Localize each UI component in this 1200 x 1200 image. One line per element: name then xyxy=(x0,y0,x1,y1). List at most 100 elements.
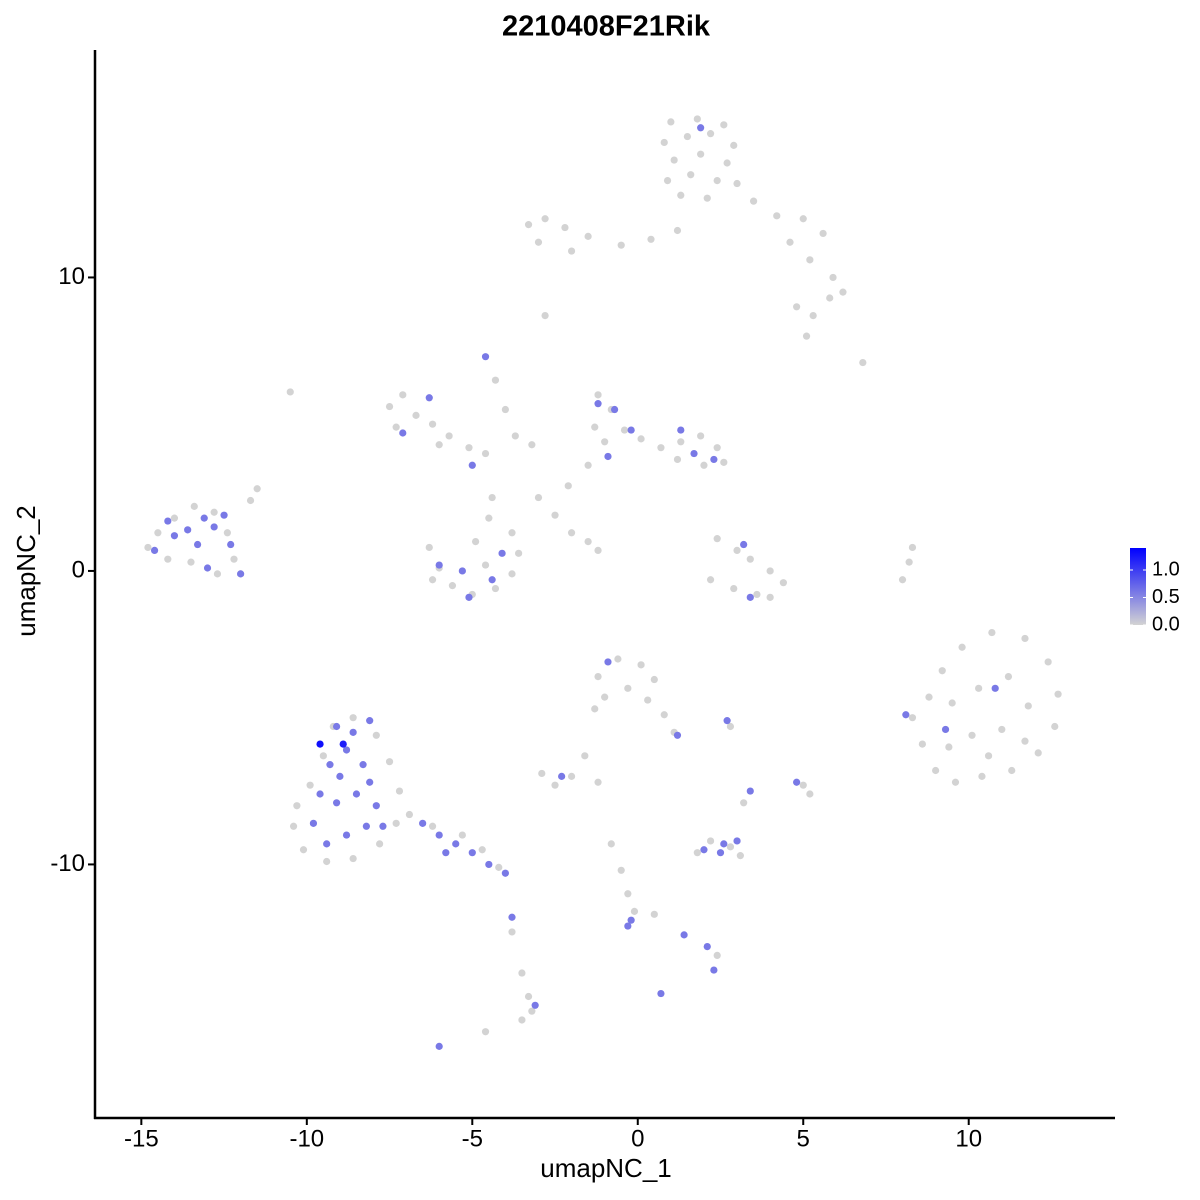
cell-point xyxy=(481,353,490,361)
cell-point xyxy=(495,863,503,871)
cell-point xyxy=(1021,737,1029,745)
cell-point xyxy=(617,241,625,249)
cell-point xyxy=(286,388,294,396)
cell-point xyxy=(567,772,576,780)
cell-point xyxy=(617,866,625,874)
cell-point xyxy=(693,849,701,857)
cell-point xyxy=(898,576,907,584)
cell-point xyxy=(723,159,731,167)
cell-point xyxy=(227,540,235,549)
cell-point xyxy=(779,579,787,587)
cell-point xyxy=(164,517,172,525)
cell-point xyxy=(700,846,708,854)
cell-point xyxy=(677,438,685,446)
cell-point xyxy=(551,781,559,789)
cell-point xyxy=(481,561,490,569)
cell-point xyxy=(385,758,394,766)
cell-point xyxy=(706,576,715,584)
cell-point xyxy=(733,837,741,845)
cell-point xyxy=(644,696,652,704)
cell-point xyxy=(859,358,867,367)
cell-point xyxy=(988,628,996,637)
cell-point xyxy=(677,426,685,434)
cell-point xyxy=(700,461,708,469)
cell-point xyxy=(730,141,738,149)
cell-point xyxy=(829,273,837,282)
cell-point xyxy=(412,411,420,419)
cell-point xyxy=(749,197,758,205)
cell-point xyxy=(442,849,450,857)
cell-point xyxy=(528,441,536,449)
cell-point xyxy=(594,400,602,408)
cell-point xyxy=(501,405,509,414)
cell-point xyxy=(237,570,245,578)
x-tick-label: 5 xyxy=(797,1125,810,1152)
cell-point xyxy=(786,238,794,246)
cell-point xyxy=(601,438,609,446)
cell-point xyxy=(604,658,612,666)
cell-point xyxy=(200,514,208,522)
cell-point xyxy=(968,731,976,739)
cell-point xyxy=(395,787,404,795)
cell-point xyxy=(713,177,721,185)
cell-point xyxy=(819,229,827,238)
cell-point xyxy=(657,444,665,452)
cell-point xyxy=(316,790,324,798)
cell-point xyxy=(435,1042,443,1050)
cell-point xyxy=(710,455,718,464)
points xyxy=(144,115,1062,1050)
cell-point xyxy=(740,799,748,807)
cell-point xyxy=(551,511,559,519)
cell-point xyxy=(720,121,728,129)
cell-point xyxy=(670,156,678,164)
cell-point xyxy=(485,514,493,522)
cell-point xyxy=(799,781,807,789)
cell-point xyxy=(637,661,645,669)
cell-point xyxy=(806,256,814,264)
cell-point xyxy=(220,511,228,519)
cell-point xyxy=(524,221,533,229)
cell-point xyxy=(501,869,509,877)
cell-point xyxy=(372,802,380,810)
cell-point xyxy=(392,819,400,827)
cell-point xyxy=(452,840,460,848)
cell-point xyxy=(650,675,658,684)
colorbar-label: 1.0 xyxy=(1152,558,1180,580)
cell-point xyxy=(713,951,721,960)
cell-point xyxy=(594,672,602,681)
cell-point xyxy=(405,810,414,819)
cell-point xyxy=(726,722,735,731)
cell-point xyxy=(392,423,400,431)
cell-point xyxy=(793,778,801,786)
cell-point xyxy=(253,485,261,493)
cell-point xyxy=(342,746,351,754)
cell-point xyxy=(528,1007,536,1015)
cell-point xyxy=(342,831,351,839)
x-tick-label: -10 xyxy=(289,1125,324,1152)
cell-point xyxy=(975,684,983,692)
cell-point xyxy=(458,567,466,575)
cell-point xyxy=(978,772,986,780)
cell-point xyxy=(637,435,645,443)
cell-point xyxy=(766,567,774,575)
cell-point xyxy=(144,543,152,552)
cell-point xyxy=(746,593,754,601)
cell-point xyxy=(538,769,546,778)
cell-point xyxy=(826,294,834,302)
cell-point xyxy=(958,643,966,651)
y-axis-label: umapNC_2 xyxy=(11,505,41,637)
cell-point xyxy=(203,564,212,572)
cell-point xyxy=(319,752,327,760)
cell-point xyxy=(339,740,347,748)
cell-point xyxy=(246,496,255,505)
cell-point xyxy=(511,432,519,440)
x-axis-label: umapNC_1 xyxy=(540,1153,672,1183)
cell-point xyxy=(660,138,668,147)
cell-point xyxy=(468,849,476,857)
cell-point xyxy=(359,761,367,769)
cell-point xyxy=(289,822,298,830)
cell-point xyxy=(736,852,744,860)
cell-point xyxy=(713,444,721,452)
cell-point xyxy=(336,772,344,780)
